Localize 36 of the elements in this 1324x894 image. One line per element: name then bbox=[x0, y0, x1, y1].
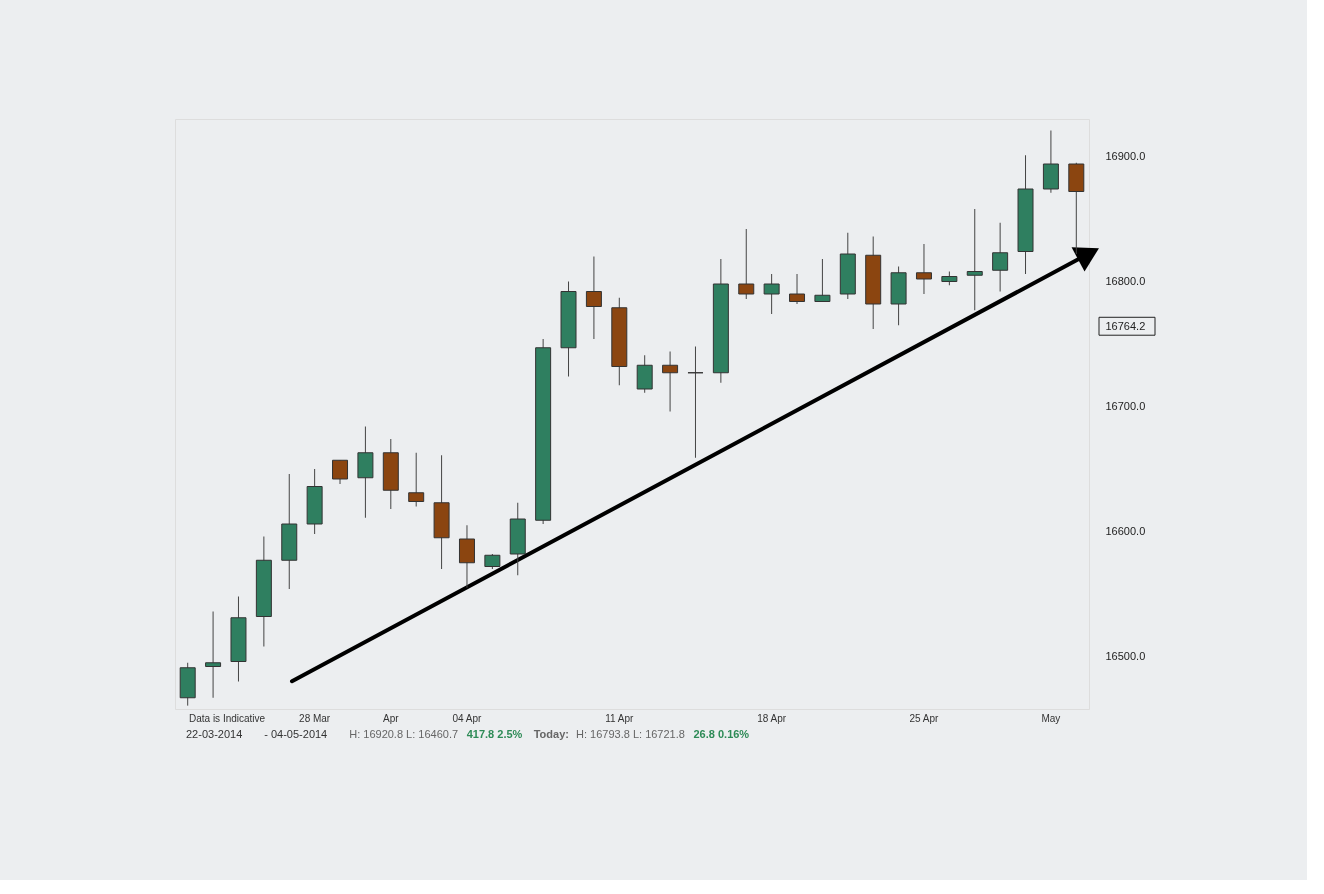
text: H: 16793.8 L: 16721.8 bbox=[576, 728, 685, 740]
y-tick-label: 16700.0 bbox=[1105, 400, 1146, 412]
x-tick-label: May bbox=[1041, 712, 1061, 724]
y-tick-label: 16900.0 bbox=[1105, 150, 1146, 162]
text: Data is Indicative bbox=[189, 713, 266, 724]
x-tick-label: Apr bbox=[383, 712, 400, 724]
x-tick-label: 28 Mar bbox=[299, 712, 331, 724]
candlestick bbox=[966, 208, 983, 311]
y-tick-label: 16800.0 bbox=[1105, 275, 1146, 287]
x-tick-label: 11 Apr bbox=[605, 712, 635, 724]
candlestick bbox=[992, 222, 1009, 292]
y-tick-label: 16500.0 bbox=[1105, 650, 1146, 662]
candlestick bbox=[332, 459, 349, 485]
x-tick-label: 25 Apr bbox=[909, 712, 940, 724]
x-tick-label: 18 Apr bbox=[757, 712, 787, 724]
candlestick bbox=[789, 273, 806, 305]
candlestick bbox=[915, 243, 932, 295]
candlestick bbox=[408, 452, 425, 507]
candlestick bbox=[585, 256, 602, 340]
candlestick bbox=[687, 346, 704, 459]
candlestick bbox=[458, 524, 475, 589]
candlestick bbox=[662, 351, 679, 412]
candlestick bbox=[814, 258, 831, 302]
text: Today: bbox=[533, 728, 569, 740]
y-tick-label: 16764.2 bbox=[1105, 319, 1146, 332]
text: 26.8 0.16% bbox=[693, 728, 750, 740]
candlestick bbox=[636, 354, 653, 394]
text: 22-03-2014 bbox=[186, 728, 243, 740]
candlestick bbox=[763, 273, 780, 315]
text: 417.8 2.5% bbox=[466, 728, 523, 740]
text: H: 16920.8 L: 16460.7 bbox=[349, 728, 459, 740]
candlestick bbox=[205, 611, 222, 699]
y-tick-label: 16600.0 bbox=[1105, 525, 1146, 537]
candlestick bbox=[738, 228, 755, 300]
text: - 04-05-2014 bbox=[264, 728, 328, 740]
x-tick-label: 04 Apr bbox=[452, 712, 483, 724]
